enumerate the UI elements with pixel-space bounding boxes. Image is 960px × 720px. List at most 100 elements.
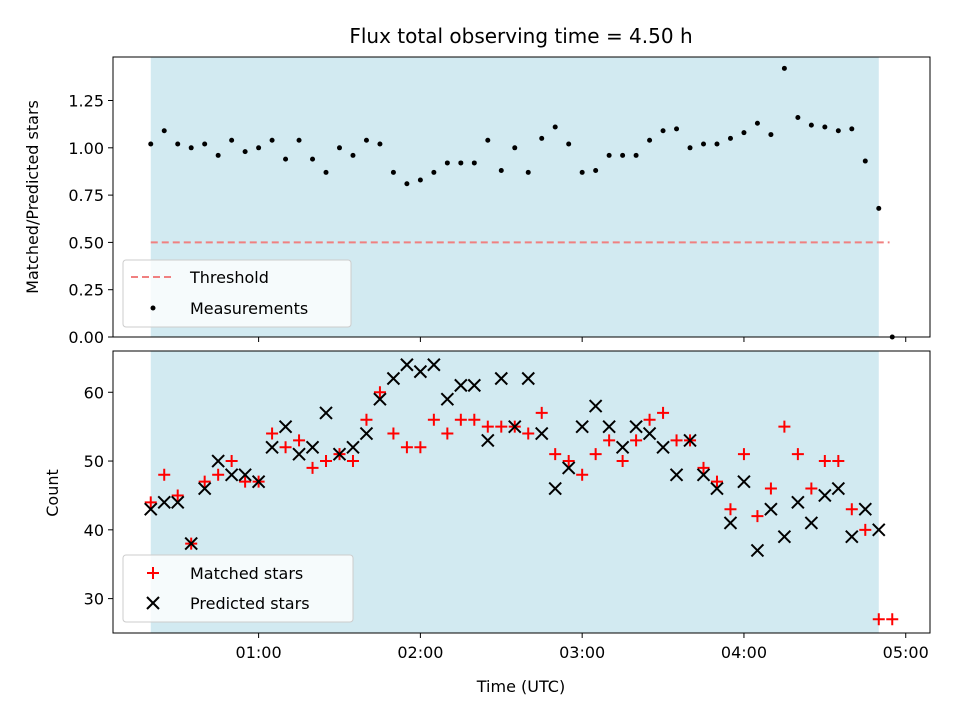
matched-star-point xyxy=(454,413,467,426)
predicted-star-point xyxy=(481,433,495,448)
measurement-point xyxy=(781,65,787,71)
matched-star-point xyxy=(832,455,845,468)
measurement-point xyxy=(714,141,720,147)
predicted-star-point xyxy=(561,461,576,475)
measurement-point xyxy=(444,160,450,166)
predicted-star-point xyxy=(750,543,765,558)
ratio-x-ticks xyxy=(258,337,907,342)
time-xtick-label: 02:00 xyxy=(397,643,443,662)
predicted-star-point xyxy=(211,454,225,468)
matched-star-point xyxy=(737,448,750,461)
predicted-star-point xyxy=(184,536,198,551)
matched-star-point xyxy=(212,468,225,481)
count-ytick-label: 30 xyxy=(84,590,104,609)
measurement-point xyxy=(310,156,316,162)
ratio-ytick-label: 1.00 xyxy=(68,139,104,158)
count-ytick-label: 40 xyxy=(84,521,104,540)
matched-star-point xyxy=(427,413,440,426)
matched-star-point xyxy=(764,482,777,495)
matched-star-point xyxy=(400,441,413,454)
matched-star-point xyxy=(859,523,872,536)
predicted-star-point xyxy=(224,468,239,482)
matched-star-point xyxy=(279,441,292,454)
count-legend-box xyxy=(122,554,354,623)
predicted-star-point xyxy=(602,419,616,434)
measurement-point xyxy=(633,152,639,158)
predicted-star-point xyxy=(777,529,792,544)
measurement-point xyxy=(471,160,477,166)
measurement-point xyxy=(552,124,558,130)
predicted-star-point xyxy=(238,468,252,482)
count-points xyxy=(144,358,899,626)
predicted-star-point xyxy=(508,419,522,434)
measurement-point xyxy=(741,130,747,136)
ratio-ytick-label: 1.25 xyxy=(68,92,104,111)
predicted-star-point xyxy=(656,440,670,455)
measurement-point xyxy=(822,124,828,130)
measurement-point xyxy=(283,156,289,162)
measurement-point xyxy=(768,132,774,138)
measurement-point xyxy=(269,137,275,143)
predicted-star-point xyxy=(845,529,859,544)
matched-star-point xyxy=(346,455,359,468)
measurement-point xyxy=(188,145,194,151)
measurement-point xyxy=(647,137,653,143)
measurement-point xyxy=(808,122,814,128)
matched-star-point xyxy=(387,427,400,440)
measurement-point xyxy=(242,149,248,155)
predicted-star-point xyxy=(332,447,347,461)
time-xtick-label: 03:00 xyxy=(559,643,605,662)
measurement-point xyxy=(862,158,868,164)
predicted-star-point xyxy=(818,488,832,503)
ratio-ytick-label: 0.50 xyxy=(68,233,104,252)
predicted-star-point xyxy=(359,426,374,441)
ratio-y-axis-label: Matched/Predicted stars xyxy=(23,100,42,294)
matched-star-point xyxy=(414,441,427,454)
measurement-point xyxy=(202,141,208,147)
matched-star-point xyxy=(535,406,548,419)
measurement-point xyxy=(620,152,626,158)
predicted-star-point xyxy=(642,426,657,441)
predicted-star-point xyxy=(575,419,589,434)
measurement-point xyxy=(229,137,235,143)
measurement-point xyxy=(336,145,342,151)
predicted-legend-label: Predicted stars xyxy=(190,594,310,613)
predicted-legend-icon xyxy=(146,596,160,610)
count-ytick-label: 60 xyxy=(84,383,104,402)
threshold-legend-label: Threshold xyxy=(189,268,269,287)
predicted-star-point xyxy=(467,378,482,393)
matched-star-point xyxy=(576,468,589,481)
measurement-point xyxy=(539,135,545,141)
matched-star-point xyxy=(373,386,386,399)
count-ytick-label: 50 xyxy=(84,452,104,471)
matched-star-point xyxy=(710,475,723,488)
measurements-legend-icon xyxy=(150,305,156,311)
measurement-point xyxy=(566,141,572,147)
predicted-star-point xyxy=(346,440,360,455)
predicted-star-point xyxy=(494,371,508,386)
matched-star-point xyxy=(549,448,562,461)
predicted-star-point xyxy=(723,516,738,530)
matched-star-point xyxy=(562,455,575,468)
matched-legend-icon xyxy=(147,567,159,579)
matched-star-point xyxy=(198,475,211,488)
measurement-point xyxy=(579,169,585,175)
matched-star-point xyxy=(468,413,481,426)
predicted-star-point xyxy=(804,516,819,530)
predicted-star-point xyxy=(427,358,441,372)
matched-star-point xyxy=(845,503,858,516)
ratio-ytick-label: 0.25 xyxy=(68,281,104,300)
matched-star-point xyxy=(293,434,306,447)
predicted-star-point xyxy=(669,468,684,482)
predicted-star-point xyxy=(400,358,414,372)
predicted-star-point xyxy=(737,474,751,489)
matched-star-point xyxy=(697,461,710,474)
matched-star-point xyxy=(225,455,238,468)
matched-star-point xyxy=(144,496,157,509)
count-axes-frame xyxy=(112,350,931,634)
count-panel: 30 40 50 60 01:00 02:00 03:00 04:00 05:00 Time … xyxy=(43,350,931,696)
count-y-axis-label: Count xyxy=(43,469,62,517)
predicted-star-point xyxy=(197,481,212,496)
matched-star-point xyxy=(158,468,171,481)
matched-star-point xyxy=(495,420,508,433)
